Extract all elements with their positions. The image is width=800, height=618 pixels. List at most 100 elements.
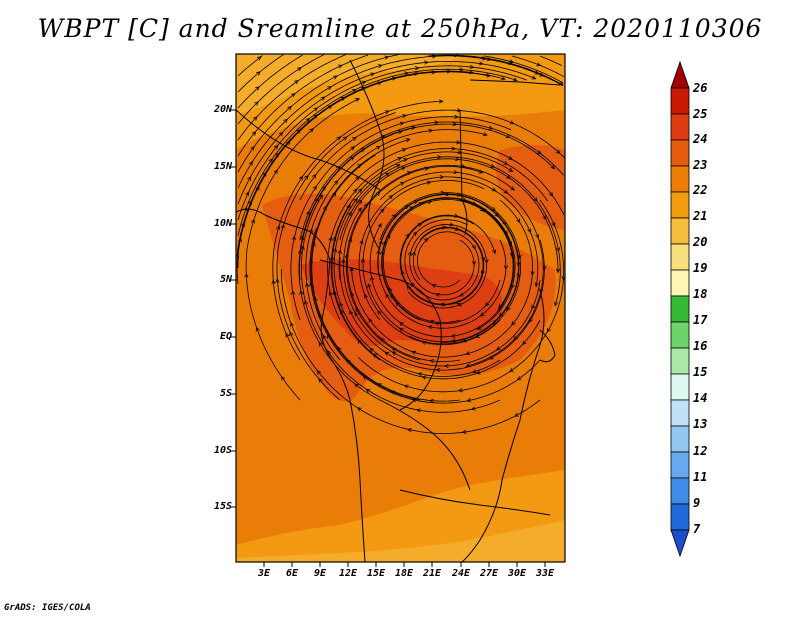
streamline-arrow [426, 180, 432, 185]
streamline-arrow [372, 353, 378, 358]
streamline [331, 204, 541, 380]
streamline-arrow [276, 225, 281, 230]
streamline-arrow [274, 152, 280, 158]
streamline-arrow [247, 176, 252, 181]
streamline-arrow [268, 158, 273, 163]
streamline-arrow [469, 64, 475, 69]
streamline-arrow [332, 75, 338, 80]
streamline-arrow [304, 174, 309, 180]
streamline-arrow [316, 369, 322, 375]
streamline-arrow [488, 355, 494, 360]
lon-tick-label: 15E [366, 568, 386, 579]
streamline [309, 228, 541, 404]
streamline-arrow [402, 114, 407, 119]
streamline [237, 61, 536, 205]
streamline-arrow [531, 75, 537, 80]
lon-tick-label: 21E [422, 568, 442, 579]
colorbar-segment [670, 243, 690, 271]
streamline-arrow [397, 157, 403, 161]
streamline-arrow [428, 128, 434, 133]
grads-credit: GrADS: IGES/COLA [4, 603, 91, 613]
streamline-arrow [395, 301, 400, 307]
streamline [299, 109, 565, 201]
streamline-arrow [247, 200, 252, 206]
streamline-arrow [313, 107, 319, 112]
colorbar-label: 13 [693, 417, 708, 431]
streamline-arrow [379, 208, 385, 213]
streamline-arrow [417, 222, 423, 227]
streamline-arrow [435, 292, 441, 298]
streamline-arrow [505, 174, 511, 179]
streamline [301, 194, 501, 413]
colorbar-segment [670, 269, 690, 297]
colorbar-label: 7 [693, 522, 701, 536]
streamline [339, 239, 545, 371]
streamline-arrow [377, 383, 383, 388]
streamline-arrow [253, 116, 258, 121]
streamline-arrow [359, 239, 364, 245]
streamline-arrow [380, 134, 386, 139]
axis-ticks [231, 109, 546, 567]
streamline [272, 100, 443, 361]
streamline-arrow [360, 257, 365, 263]
streamline-arrow [414, 66, 420, 71]
streamline-arrow [412, 231, 418, 237]
streamline-arrow [509, 120, 515, 125]
streamline-arrow [398, 130, 404, 135]
colorbar-segment [670, 477, 690, 505]
streamline-arrow [305, 210, 310, 216]
lat-tick-label: 5S [219, 388, 232, 399]
streamline-arrow [455, 156, 460, 162]
streamline-arrow [354, 383, 359, 388]
streamline-arrow [439, 174, 445, 180]
streamline-arrow [382, 240, 387, 246]
streamline [280, 268, 541, 434]
streamline-arrow [498, 312, 504, 318]
streamline-arrow [333, 180, 339, 185]
streamline-arrow [478, 169, 484, 174]
streamline-arrow [320, 96, 326, 101]
streamline-arrow [332, 247, 338, 253]
streamline-arrow [401, 166, 406, 171]
streamline-arrow [384, 172, 390, 177]
streamline-arrow [289, 331, 294, 337]
colorbar-label: 23 [693, 158, 708, 172]
streamline-arrow [318, 378, 323, 383]
streamline-arrow [459, 67, 464, 72]
streamline-arrow [495, 346, 501, 351]
streamline-arrow [437, 155, 442, 160]
wbpt-fill-20-south [236, 520, 565, 562]
streamline-arrow [457, 388, 463, 393]
streamline-arrow [470, 406, 476, 411]
streamline-arrow [321, 185, 326, 191]
streamline-arrow [451, 146, 457, 151]
lon-tick-label: 3E [257, 568, 271, 579]
streamline [343, 207, 541, 367]
streamline [333, 164, 501, 377]
streamline-arrow [536, 62, 542, 67]
streamline [381, 197, 512, 325]
streamline-arrow [329, 255, 335, 261]
streamline-arrow [312, 173, 317, 179]
streamline-arrow [555, 268, 561, 274]
streamline [237, 54, 303, 109]
colorbar-segment [670, 373, 690, 401]
lon-tick-label: 24E [451, 568, 471, 579]
streamline [369, 199, 515, 338]
streamline-arrow [356, 407, 362, 412]
streamline-arrow [248, 160, 253, 166]
streamline-arrow [431, 70, 437, 75]
colorbar-label: 14 [693, 391, 708, 405]
streamline-arrow [255, 86, 260, 91]
streamline [290, 116, 512, 321]
streamline-arrow [475, 370, 481, 375]
streamline [276, 112, 396, 401]
streamline-arrow [299, 235, 304, 241]
streamline-arrow [322, 334, 327, 340]
colorbar-label: 11 [693, 470, 708, 484]
streamline-arrow [337, 249, 342, 255]
lat-tick-label: 15S [213, 501, 232, 512]
streamline-arrow [398, 327, 404, 332]
streamline-arrow [332, 191, 337, 197]
